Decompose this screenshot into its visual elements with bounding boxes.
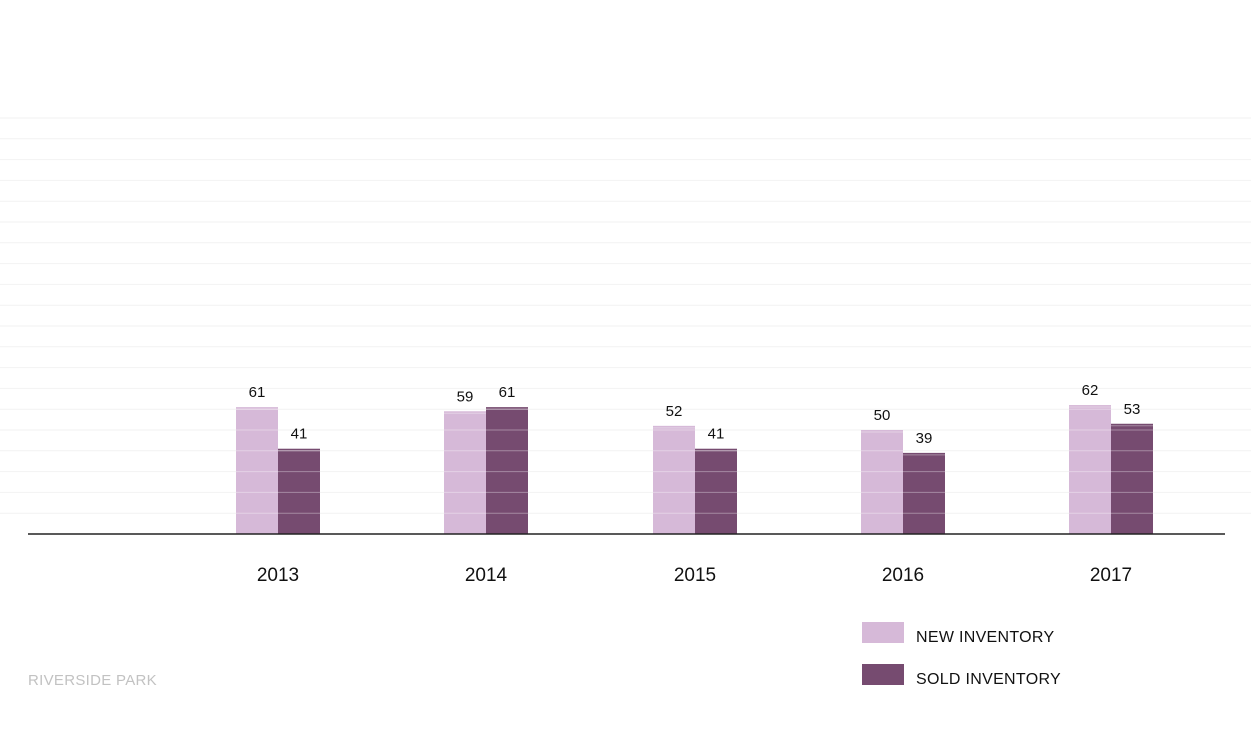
value-label-new-2013: 61 [249,384,266,401]
legend-swatch-sold-inventory [862,664,904,685]
x-tick-label-2017: 2017 [1090,565,1132,586]
footer-label: RIVERSIDE PARK [28,672,157,689]
bar-new-inventory-2013 [236,407,278,534]
x-tick-label-2014: 2014 [465,565,508,586]
legend: NEW INVENTORY SOLD INVENTORY [862,622,1061,688]
grid-lines [0,117,1251,514]
bars [236,405,1153,534]
value-label-sold-2014: 61 [499,384,516,401]
x-tick-label-2013: 2013 [257,565,299,586]
bar-new-inventory-2017 [1069,405,1111,534]
bar-sold-inventory-2015 [695,448,737,534]
x-tick-label-2016: 2016 [882,565,924,586]
value-label-new-2014: 59 [457,388,474,405]
value-labels: 61 41 59 61 52 41 50 39 62 53 [249,382,1141,447]
bar-new-inventory-2014 [444,411,486,534]
bar-sold-inventory-2016 [903,452,945,534]
value-label-sold-2015: 41 [708,426,725,443]
value-label-sold-2017: 53 [1124,401,1141,418]
legend-swatch-new-inventory [862,622,904,643]
legend-label-sold-inventory: SOLD INVENTORY [916,671,1061,688]
value-label-new-2015: 52 [666,403,683,420]
bar-sold-inventory-2013 [278,448,320,534]
value-label-new-2017: 62 [1082,382,1099,399]
bar-new-inventory-2016 [861,430,903,534]
bar-sold-inventory-2014 [486,407,528,534]
x-tick-labels: 2013 2014 2015 2016 2017 [257,565,1132,586]
value-label-sold-2016: 39 [916,430,933,447]
bar-new-inventory-2015 [653,425,695,534]
value-label-new-2016: 50 [874,407,891,424]
value-label-sold-2013: 41 [291,426,308,443]
bar-sold-inventory-2017 [1111,423,1153,534]
x-tick-label-2015: 2015 [674,565,716,586]
legend-label-new-inventory: NEW INVENTORY [916,629,1054,646]
